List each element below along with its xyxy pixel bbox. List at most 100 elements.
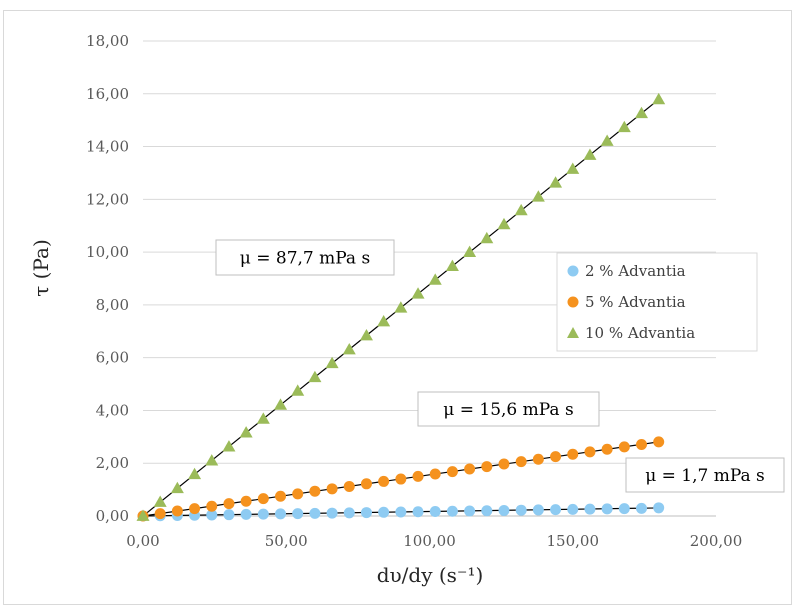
data-point (326, 483, 338, 495)
data-point (498, 504, 510, 516)
data-point (206, 500, 218, 512)
data-point (531, 190, 545, 202)
data-point (395, 473, 407, 485)
data-point (566, 162, 580, 174)
data-point (222, 440, 236, 452)
data-point (464, 505, 476, 517)
data-point (377, 315, 391, 327)
data-point (480, 231, 494, 244)
data-point (532, 504, 544, 516)
data-point (378, 475, 390, 487)
y-tick-label: 4,00 (96, 401, 129, 419)
data-point (292, 488, 304, 500)
data-point (481, 461, 493, 473)
data-point (549, 176, 563, 188)
data-point (497, 217, 511, 230)
data-point (652, 92, 666, 105)
data-point (309, 507, 321, 519)
data-point (635, 106, 649, 119)
data-point (412, 506, 424, 518)
data-point (464, 463, 476, 475)
data-point (515, 504, 527, 516)
data-point (514, 203, 528, 216)
data-point (550, 504, 562, 516)
data-point (189, 503, 201, 515)
data-point (291, 384, 305, 396)
data-point (618, 503, 630, 515)
legend-marker (567, 327, 579, 338)
data-point (170, 481, 184, 494)
data-point (257, 493, 269, 505)
annotation-layer: μ = 87,7 mPa s μ = 15,6 mPa s μ = 1,7 mPa … (215, 239, 785, 493)
data-point (601, 503, 613, 515)
data-point (240, 495, 252, 507)
data-point (171, 505, 183, 517)
data-point (342, 342, 356, 355)
annotation-text: μ = 1,7 mPa s (645, 466, 765, 486)
legend-label: 10 % Advantia (585, 324, 695, 342)
x-tick-label: 200,00 (690, 532, 743, 550)
data-point (343, 507, 355, 519)
y-tick-label: 0,00 (96, 507, 129, 525)
data-point (188, 467, 202, 480)
y-tick-label: 6,00 (96, 349, 129, 367)
data-point (412, 470, 424, 482)
data-point (274, 398, 288, 410)
data-point (428, 273, 442, 285)
data-point (359, 329, 373, 341)
y-tick-label: 14,00 (86, 138, 129, 156)
data-point (378, 506, 390, 518)
data-point (601, 443, 613, 455)
y-tick-label: 18,00 (86, 32, 129, 50)
data-point (309, 485, 321, 497)
x-tick-label: 50,00 (265, 532, 308, 550)
data-point (360, 478, 372, 490)
data-point (636, 502, 648, 514)
data-point (600, 134, 614, 146)
x-tick-label: 100,00 (403, 532, 456, 550)
data-point (239, 426, 253, 438)
x-tick-label: 0,00 (126, 532, 159, 550)
data-point (463, 245, 477, 257)
data-point (154, 508, 166, 520)
data-point (206, 509, 218, 521)
data-point (429, 468, 441, 480)
data-point (583, 148, 597, 160)
data-point (257, 508, 269, 520)
data-point (256, 412, 270, 424)
legend-label: 2 % Advantia (585, 262, 686, 280)
data-point (653, 502, 665, 514)
data-point (343, 480, 355, 492)
marker-layer (136, 92, 666, 522)
data-point (308, 370, 322, 383)
legend-marker (567, 265, 579, 277)
data-point (532, 453, 544, 465)
chart-frame (3, 10, 792, 605)
data-point (205, 454, 219, 466)
data-point (136, 509, 150, 521)
legend-label: 5 % Advantia (585, 293, 686, 311)
data-point (617, 120, 631, 133)
annotation-text: μ = 15,6 mPa s (443, 400, 573, 420)
data-point (584, 503, 596, 515)
annotation-box (625, 457, 785, 493)
data-point (550, 451, 562, 463)
annotation-box (417, 391, 600, 427)
x-tick-label: 150,00 (547, 532, 600, 550)
data-point (481, 505, 493, 517)
y-tick-label: 16,00 (86, 85, 129, 103)
data-point (445, 259, 459, 271)
data-point (429, 506, 441, 518)
data-point (394, 301, 408, 313)
legend-marker (567, 296, 579, 308)
data-point (653, 436, 665, 448)
data-point (636, 438, 648, 450)
x-axis-title: dυ/dy (s⁻¹) (377, 563, 484, 587)
annotation-text: μ = 87,7 mPa s (240, 249, 370, 269)
data-point (584, 446, 596, 458)
annotation-box (215, 239, 395, 276)
data-point (223, 498, 235, 510)
data-point (411, 287, 425, 299)
